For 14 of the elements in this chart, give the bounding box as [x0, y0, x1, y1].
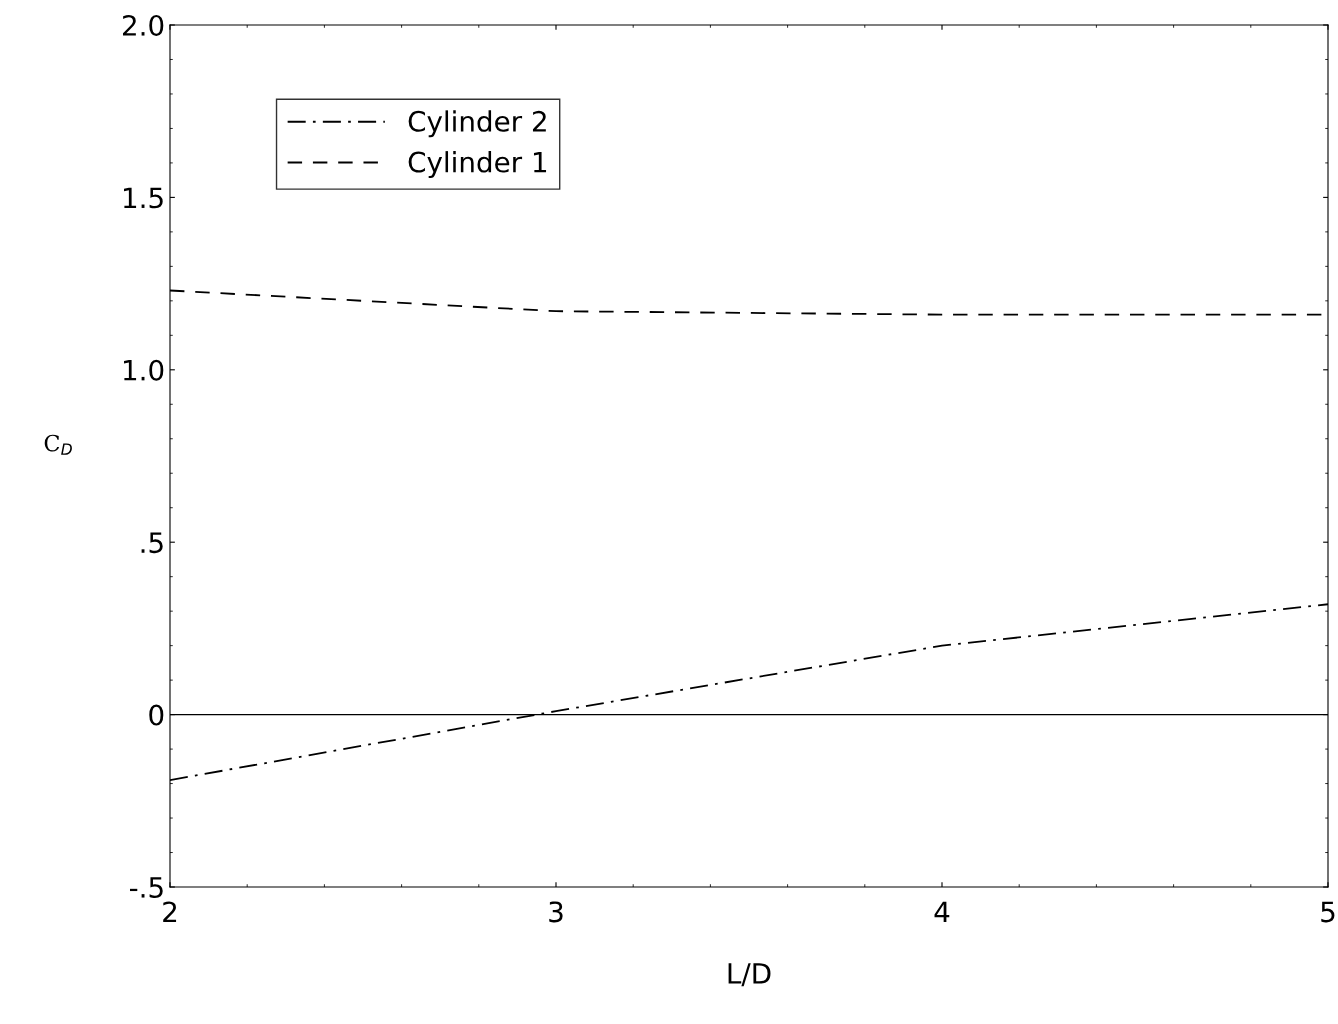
legend-label: Cylinder 2 [408, 110, 546, 138]
y-tick-label: .5 [141, 532, 163, 554]
x-tick-label: 3 [549, 901, 563, 923]
y-tick-label: 1.5 [124, 187, 163, 209]
y-tick-label: -.5 [129, 877, 163, 898]
y-tick-label: 2.0 [123, 14, 164, 36]
legend-label: Cylinder 1 [408, 151, 547, 178]
y-axis-title: C$_{D}$ [44, 434, 72, 455]
x-tick-label: 4 [934, 901, 950, 922]
y-tick-label: 0 [149, 704, 164, 726]
x-tick-label: 2 [163, 901, 177, 922]
y-tick-label: 1.0 [124, 359, 164, 381]
x-axis-title: L/D [728, 963, 771, 987]
x-tick-label: 5 [1321, 901, 1335, 923]
